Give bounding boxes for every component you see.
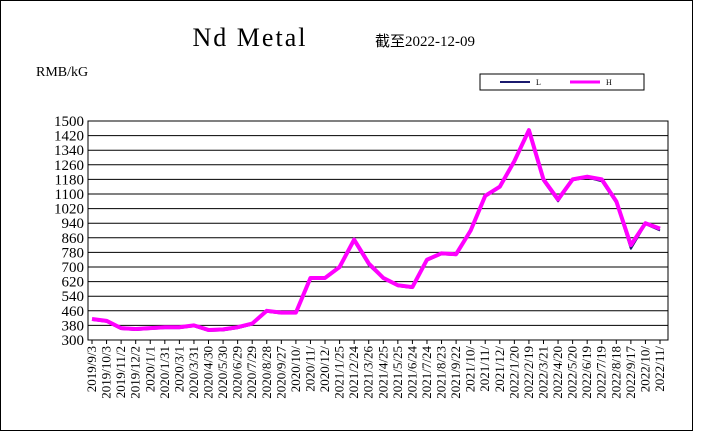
x-tick-label: 2021/6/24 — [404, 346, 419, 399]
chart-title: Nd Metal — [193, 23, 308, 52]
x-tick-label: 2019/10/3 — [99, 346, 114, 399]
legend-label: L — [536, 78, 541, 87]
x-tick-label: 2021/4/25 — [375, 346, 390, 399]
x-tick-label: 2022/4/20 — [550, 346, 565, 399]
x-tick-label: 2021/7/24 — [419, 346, 434, 399]
x-tick-label: 2022/2/19 — [521, 346, 536, 399]
x-tick-label: 2022/1/20 — [506, 346, 521, 399]
x-tick-label: 2020/5/30 — [215, 346, 230, 399]
x-tick-label: 2020/7/29 — [244, 346, 259, 399]
x-tick-label: 2020/1/1 — [142, 346, 157, 392]
x-tick-label: 2020/3/1 — [171, 346, 186, 392]
x-tick-label: 2020/6/29 — [230, 346, 245, 399]
series-line — [91, 128, 661, 332]
plot-area — [87, 120, 669, 341]
y-tick-label: 1100 — [55, 187, 84, 203]
x-tick-label: 2019/9/3 — [84, 346, 99, 392]
x-tick-label: 2022/5/20 — [565, 346, 580, 399]
y-tick-label: 1500 — [54, 114, 84, 130]
y-tick-label: 1340 — [54, 143, 84, 159]
legend-label: H — [606, 78, 612, 87]
x-tick-label: 2022/11/ — [652, 346, 667, 392]
legend — [479, 73, 645, 91]
frame — [0, 0, 693, 431]
x-tick-label: 2021/12/ — [492, 346, 507, 393]
x-tick-label: 2020/8/28 — [259, 346, 274, 399]
y-tick-label: 380 — [62, 318, 85, 334]
x-tick-label: 2020/9/27 — [273, 346, 288, 399]
x-tick-label: 2020/10/ — [288, 346, 303, 393]
x-tick-label: 2019/12/2 — [128, 346, 143, 399]
x-tick-label: 2020/12/ — [317, 346, 332, 393]
y-tick-label: 1260 — [54, 158, 84, 174]
y-tick-label: 940 — [62, 216, 85, 232]
x-tick-label: 2020/1/31 — [157, 346, 172, 399]
y-tick-label: 780 — [62, 245, 85, 261]
y-tick-label: 860 — [62, 231, 85, 247]
x-tick-label: 2021/11/ — [477, 346, 492, 392]
x-tick-label: 2021/3/26 — [361, 346, 376, 399]
y-tick-label: 1180 — [55, 172, 84, 188]
y-tick-label: 700 — [62, 260, 85, 276]
y-tick-label: 300 — [62, 333, 85, 349]
x-tick-label: 2020/4/30 — [201, 346, 216, 399]
x-tick-label: 2021/1/25 — [332, 346, 347, 399]
x-tick-label: 2022/6/19 — [579, 346, 594, 399]
x-tick-label: 2019/11/2 — [113, 346, 128, 398]
x-tick-label: 2022/7/19 — [594, 346, 609, 399]
chart-subtitle: 截至2022-12-09 — [375, 33, 475, 50]
x-tick-label: 2022/10/ — [637, 346, 652, 393]
y-tick-label: 540 — [62, 289, 85, 305]
x-tick-label: 2021/10/ — [463, 346, 478, 393]
x-tick-label: 2022/3/21 — [535, 346, 550, 399]
y-axis-label: RMB/kG — [36, 65, 88, 80]
x-tick-label: 2022/9/17 — [623, 346, 638, 399]
x-tick-label: 2021/2/24 — [346, 346, 361, 399]
y-tick-label: 1020 — [54, 202, 84, 218]
x-tick-label: 2020/11/ — [302, 346, 317, 392]
x-tick-label: 2020/3/31 — [186, 346, 201, 399]
x-tick-label: 2022/8/18 — [608, 346, 623, 399]
x-tick-label: 2021/8/23 — [434, 346, 449, 399]
y-tick-label: 460 — [62, 304, 85, 320]
x-tick-label: 2021/5/25 — [390, 346, 405, 399]
y-tick-label: 1420 — [54, 129, 84, 145]
legend-box — [479, 73, 645, 91]
x-tick-label: 2021/9/22 — [448, 346, 463, 399]
y-tick-label: 620 — [62, 275, 85, 291]
